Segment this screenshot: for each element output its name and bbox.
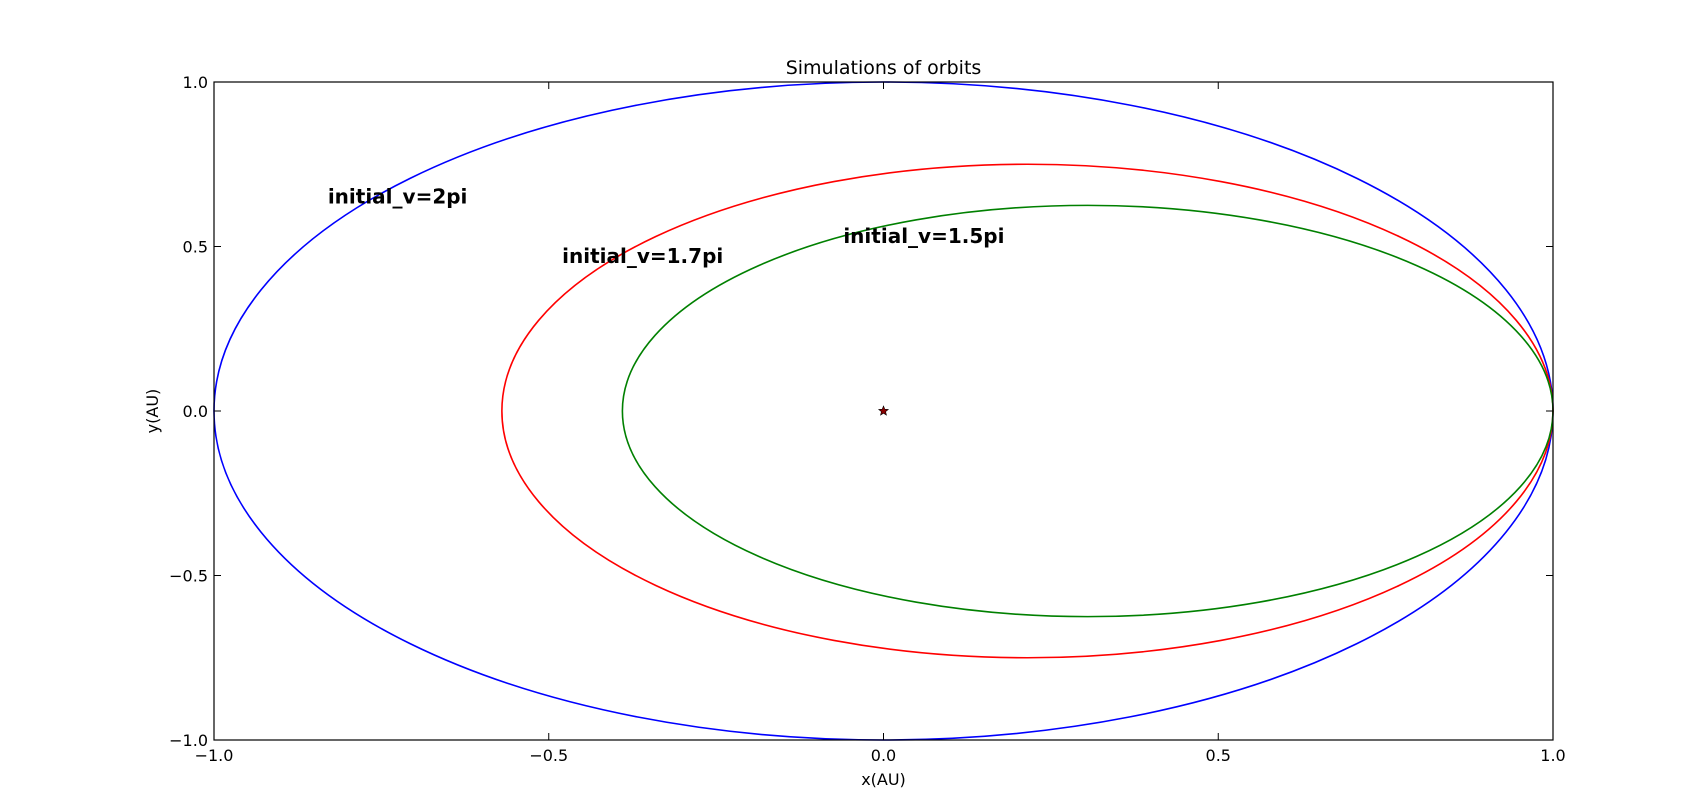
- chart-title: Simulations of orbits: [786, 57, 982, 79]
- plot-area: initial_v=2pi initial_v=1.7pi initial_v=1.…: [169, 73, 1566, 765]
- sun-star-marker: [877, 405, 890, 416]
- x-tick-label: 0.0: [871, 746, 896, 765]
- y-tick-label: 0.0: [183, 402, 208, 421]
- orbit-line-2: [501, 163, 1554, 659]
- y-tick-label: −1.0: [169, 731, 208, 750]
- orbit-annotation-3: initial_v=1.5pi: [843, 224, 1004, 248]
- orbit-annotation-2: initial_v=1.7pi: [562, 244, 723, 268]
- x-tick-label: 1.0: [1540, 746, 1565, 765]
- y-tick-label: 1.0: [183, 73, 208, 92]
- x-tick-label: −1.0: [195, 746, 234, 765]
- orbit-annotation-1: initial_v=2pi: [328, 185, 468, 209]
- x-axis-label: x(AU): [861, 770, 906, 789]
- y-tick-label: 0.5: [183, 238, 208, 257]
- x-tick-label: −0.5: [529, 746, 568, 765]
- x-tick-label: 0.5: [1206, 746, 1231, 765]
- y-axis-label: y(AU): [143, 389, 162, 434]
- orbit-line-3: [621, 204, 1554, 618]
- y-tick-label: −0.5: [169, 567, 208, 586]
